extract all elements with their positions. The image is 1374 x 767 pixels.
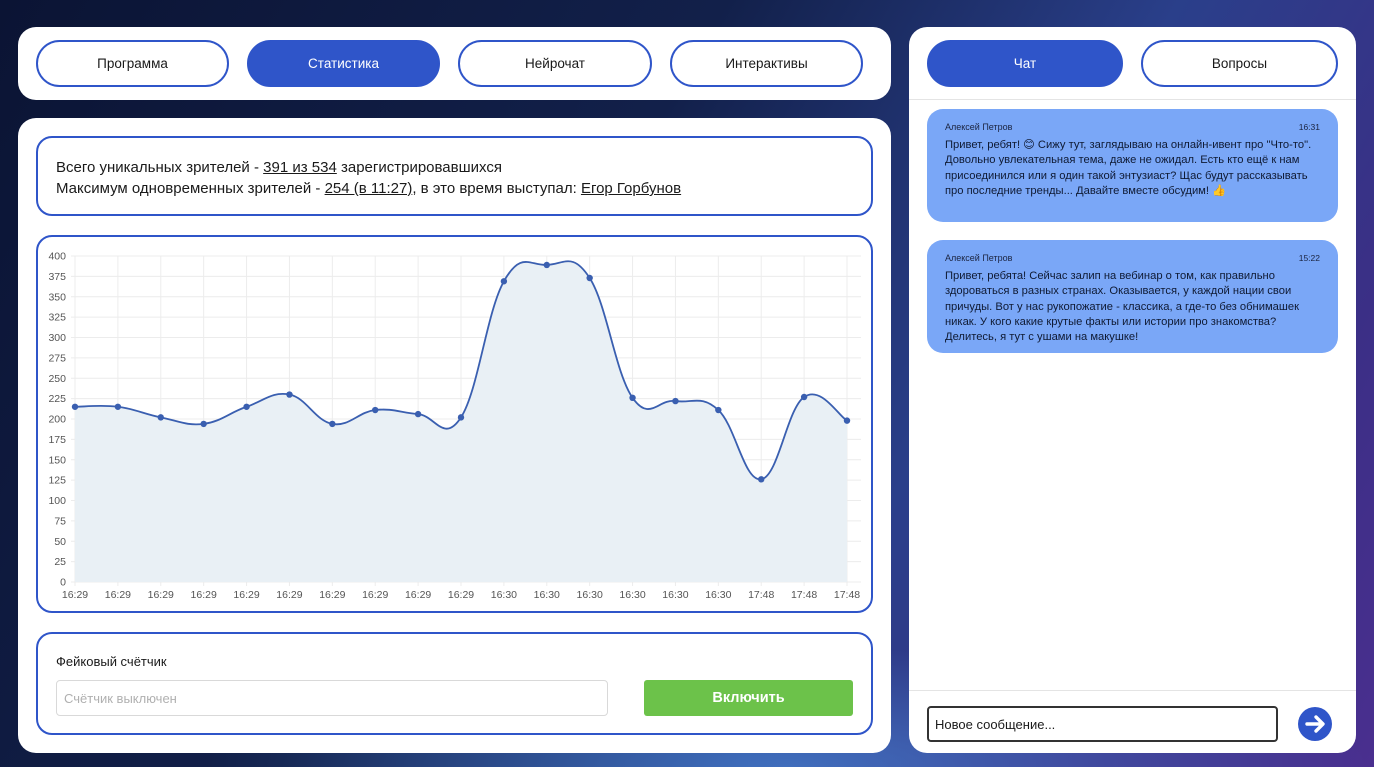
data-point	[414, 410, 422, 418]
data-point	[329, 420, 336, 428]
x-tick-label: 16:29	[148, 589, 174, 601]
statistics-panel: Всего уникальных зрителей - 391 из 534 з…	[18, 118, 891, 753]
data-point	[715, 406, 722, 414]
chat-header: Чат Вопросы	[909, 27, 1356, 100]
tab-questions[interactable]: Вопросы	[1141, 40, 1338, 87]
data-point	[157, 414, 164, 421]
message-text: Привет, ребят! 😊 Сижу тут, заглядываю на…	[945, 139, 1312, 197]
data-point	[243, 403, 250, 410]
tab-program[interactable]: Программа	[36, 40, 229, 87]
x-tick-label: 16:29	[276, 589, 302, 601]
viewer-summary-card: Всего уникальных зрителей - 391 из 534 з…	[36, 136, 873, 216]
data-point	[200, 420, 207, 428]
chat-message: Алексей Петров 15:22 Привет, ребята! Сей…	[927, 240, 1338, 353]
x-tick-label: 16:30	[491, 589, 517, 601]
y-tick-label: 175	[48, 434, 66, 446]
data-point	[372, 406, 379, 414]
x-tick-label: 17:48	[834, 589, 860, 601]
message-time: 16:31	[1298, 122, 1320, 132]
chat-message: Алексей Петров 16:31 Привет, ребят! 😊 Си…	[927, 109, 1338, 222]
x-tick-label: 16:29	[405, 589, 431, 601]
data-point	[672, 397, 679, 405]
data-point	[758, 476, 765, 483]
data-point	[500, 278, 508, 285]
y-tick-label: 200	[48, 414, 66, 426]
registered-label: зарегистрировавшихся	[336, 159, 502, 176]
message-author: Алексей Петров	[945, 122, 1013, 132]
data-point	[71, 403, 79, 410]
data-point	[843, 417, 851, 424]
counter-input[interactable]	[56, 680, 608, 716]
y-tick-label: 400	[48, 251, 66, 263]
y-tick-label: 150	[48, 454, 66, 466]
x-tick-label: 16:30	[662, 589, 688, 601]
data-point	[586, 274, 593, 282]
unique-viewers-link[interactable]: 391 из 534	[263, 159, 337, 176]
chat-panel: Чат Вопросы Алексей Петров 16:31 Привет,…	[909, 27, 1356, 753]
x-tick-label: 16:29	[362, 589, 388, 601]
x-tick-label: 16:30	[577, 589, 603, 601]
arrow-right-circle-icon	[1305, 715, 1325, 733]
x-tick-label: 16:29	[105, 589, 131, 601]
x-tick-label: 16:29	[233, 589, 259, 601]
y-tick-label: 300	[48, 332, 66, 344]
max-viewers-label: Максимум одновременных зрителей -	[56, 180, 325, 197]
x-tick-label: 16:29	[62, 589, 88, 601]
x-tick-label: 16:29	[448, 589, 474, 601]
y-tick-label: 250	[48, 373, 66, 385]
message-list[interactable]: Алексей Петров 16:31 Привет, ребят! 😊 Си…	[909, 100, 1356, 690]
send-button[interactable]	[1298, 707, 1332, 741]
data-point	[629, 394, 636, 402]
x-tick-label: 16:30	[619, 589, 645, 601]
y-tick-label: 350	[48, 291, 66, 303]
message-author: Алексей Петров	[945, 253, 1013, 263]
fake-counter-card: Фейковый счётчик Включить	[36, 632, 873, 735]
data-point	[543, 261, 550, 269]
tab-statistics[interactable]: Статистика	[247, 40, 440, 87]
tab-interactives[interactable]: Интерактивы	[670, 40, 863, 87]
x-tick-label: 16:30	[705, 589, 731, 601]
series-line	[74, 260, 848, 481]
x-tick-label: 16:29	[191, 589, 217, 601]
viewers-chart: 0 25 50 75 100 125 150 175 200 225 250 275 300 325 350…	[48, 251, 861, 601]
viewers-chart-card: 0 25 50 75 100 125 150 175 200 225 250 275 300 325 350…	[36, 235, 873, 613]
y-tick-label: 25	[54, 556, 66, 568]
speaker-label: , в это время выступал:	[412, 180, 581, 197]
data-point	[114, 403, 122, 410]
y-tick-label: 125	[48, 475, 66, 487]
y-tick-label: 225	[48, 393, 66, 405]
tab-neurochat[interactable]: Нейрочат	[458, 40, 652, 87]
x-tick-label: 16:30	[534, 589, 560, 601]
y-tick-label: 0	[60, 577, 66, 589]
data-point	[800, 393, 808, 401]
y-tick-label: 50	[54, 536, 66, 548]
y-tick-label: 75	[54, 515, 66, 527]
message-time: 15:22	[1298, 253, 1320, 263]
message-text: Привет, ребята! Сейчас залип на вебинар …	[945, 270, 1299, 344]
chat-input-bar	[909, 690, 1356, 753]
fake-counter-title: Фейковый счётчик	[56, 654, 167, 669]
data-point	[457, 414, 465, 421]
max-viewers-link[interactable]: 254 (в 11:27)	[324, 180, 413, 197]
y-tick-label: 325	[48, 312, 66, 324]
max-viewers-line: Максимум одновременных зрителей - 254 (в…	[56, 178, 853, 199]
unique-viewers-label: Всего уникальных зрителей -	[56, 159, 264, 176]
unique-viewers-line: Всего уникальных зрителей - 391 из 534 з…	[56, 157, 853, 178]
y-tick-label: 100	[48, 495, 66, 507]
x-tick-label: 16:29	[319, 589, 345, 601]
speaker-link[interactable]: Егор Горбунов	[580, 180, 682, 197]
series-area	[75, 261, 847, 582]
x-tick-label: 17:48	[791, 589, 817, 601]
y-tick-label: 375	[48, 271, 66, 283]
tab-chat[interactable]: Чат	[927, 40, 1123, 87]
y-tick-label: 275	[48, 352, 66, 364]
x-tick-label: 17:48	[748, 589, 774, 601]
enable-counter-button[interactable]: Включить	[644, 680, 853, 716]
data-point	[286, 391, 293, 398]
new-message-input[interactable]	[927, 706, 1278, 742]
top-nav-panel: Программа Статистика Нейрочат Интерактив…	[18, 27, 891, 100]
